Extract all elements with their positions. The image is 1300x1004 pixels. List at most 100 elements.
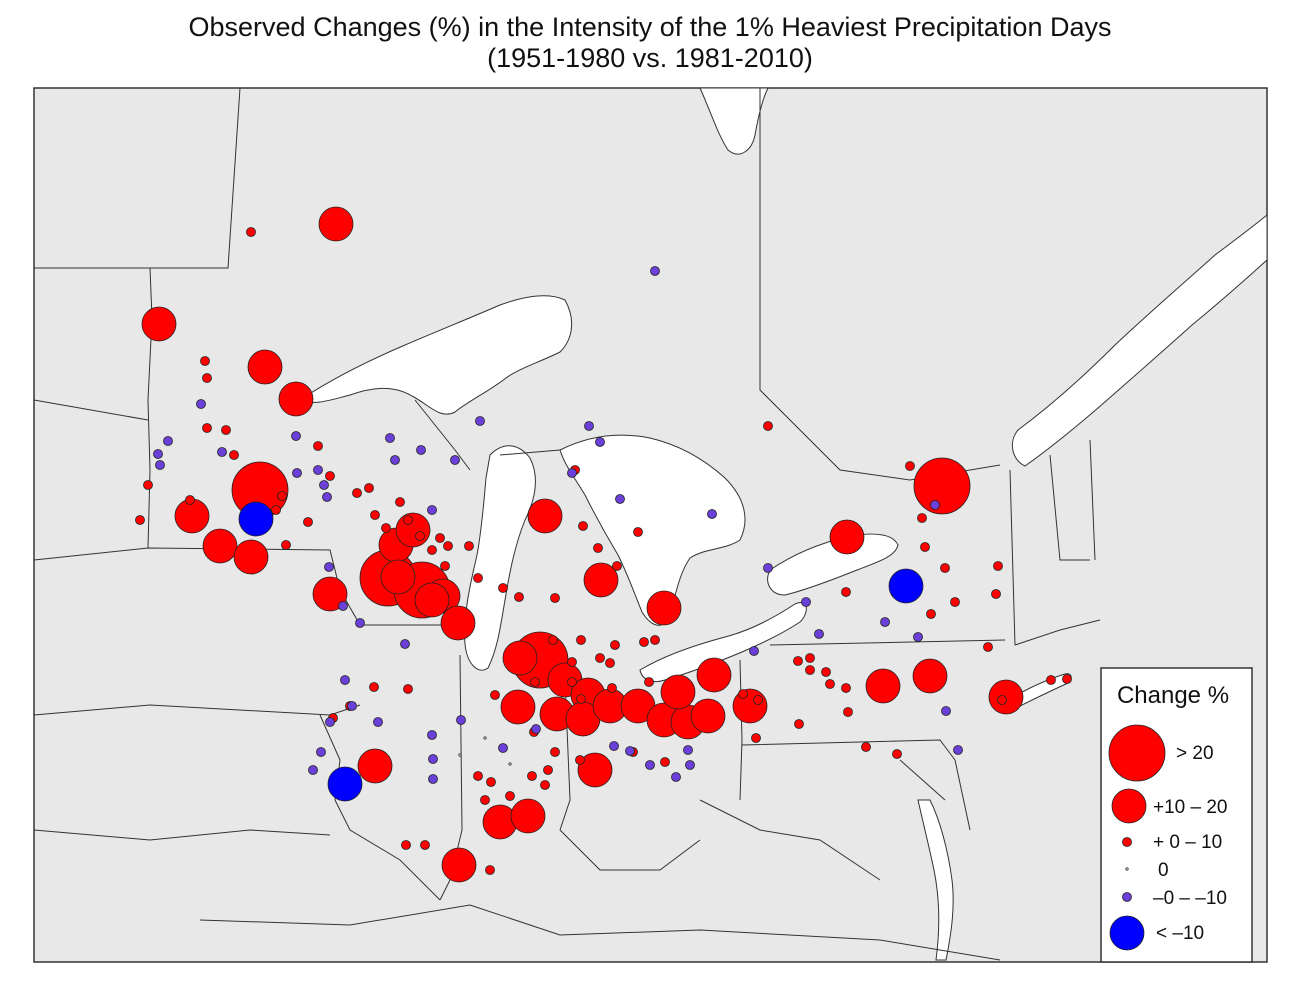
station-marker-p0_10	[135, 515, 145, 525]
station-marker-p10_20	[829, 519, 865, 555]
border-line	[199, 904, 561, 936]
station-marker-p0_10	[997, 695, 1007, 705]
legend-symbols	[1108, 724, 1166, 951]
station-marker-p0_10	[514, 592, 524, 602]
station-marker-p0_10	[610, 640, 620, 650]
station-marker-p10_20	[583, 562, 619, 598]
station-marker-m0_10	[313, 465, 323, 475]
station-marker-p0_10	[920, 542, 930, 552]
legend-symbol-zero	[1125, 867, 1129, 871]
station-marker-m0_10	[428, 774, 438, 784]
station-marker-p10_20	[441, 847, 477, 883]
border-line	[319, 714, 441, 901]
station-marker-m0_10	[416, 445, 426, 455]
legend-title: Change %	[1117, 682, 1229, 709]
station-marker-zero	[508, 762, 512, 766]
station-marker-m0_10	[322, 492, 332, 502]
station-marker-p0_10	[650, 635, 660, 645]
border-line	[741, 739, 956, 761]
station-marker-p0_10	[660, 757, 670, 767]
station-marker-p0_10	[202, 373, 212, 383]
station-marker-p0_10	[505, 791, 515, 801]
legend-label: > 20	[1176, 743, 1214, 764]
station-marker-p0_10	[926, 609, 936, 619]
station-marker-p10_20	[380, 559, 416, 595]
station-marker-p0_10	[443, 541, 453, 551]
station-marker-p10_20	[202, 528, 238, 564]
station-marker-p0_10	[605, 658, 615, 668]
station-marker-m0_10	[450, 455, 460, 465]
station-marker-p0_10	[805, 665, 815, 675]
station-marker-p0_10	[550, 593, 560, 603]
station-marker-p0_10	[498, 583, 508, 593]
station-marker-m0_10	[196, 399, 206, 409]
station-marker-p10_20	[696, 657, 732, 693]
border-line	[699, 799, 881, 881]
station-marker-m0_10	[427, 505, 437, 515]
station-marker-p10_20	[690, 698, 726, 734]
station-marker-p10_20	[247, 349, 283, 385]
station-marker-zero	[458, 753, 462, 757]
lake-huron	[559, 434, 746, 626]
border-line	[559, 829, 701, 871]
station-marker-p0_10	[991, 589, 1001, 599]
lake-erie	[639, 602, 807, 683]
border-line	[954, 759, 971, 831]
station-marker-p0_10	[200, 356, 210, 366]
station-marker-p10_20	[318, 206, 354, 242]
legend-symbol-lt10	[1109, 915, 1145, 951]
station-marker-p10_20	[577, 752, 613, 788]
station-marker-p0_10	[369, 682, 379, 692]
station-marker-p0_10	[821, 667, 831, 677]
station-marker-p0_10	[738, 689, 748, 699]
border-line	[414, 399, 471, 471]
border-line	[499, 449, 561, 456]
legend-symbol-m0_10	[1122, 892, 1132, 902]
legend: Change % > 20 +10 – 20 + 0 – 10 0 –0 – –…	[1100, 667, 1253, 963]
station-marker-m0_10	[685, 760, 695, 770]
map-title: Observed Changes (%) in the Intensity of…	[0, 12, 1300, 74]
station-marker-m0_10	[763, 563, 773, 573]
station-marker-p0_10	[983, 642, 993, 652]
station-marker-p0_10	[381, 523, 391, 533]
legend-label: < –10	[1156, 923, 1204, 944]
station-marker-p0_10	[427, 545, 437, 555]
lake-superior	[298, 295, 573, 415]
station-marker-p0_10	[612, 561, 622, 571]
station-marker-m0_10	[155, 460, 165, 470]
station-marker-p10_20	[500, 689, 536, 725]
station-marker-p0_10	[352, 488, 362, 498]
station-marker-p10_20	[865, 668, 901, 704]
station-marker-m0_10	[913, 632, 923, 642]
station-marker-p0_10	[325, 471, 335, 481]
legend-label: +10 – 20	[1153, 797, 1228, 818]
station-marker-p0_10	[575, 755, 585, 765]
legend-label: –0 – –10	[1153, 888, 1227, 909]
station-marker-m0_10	[650, 266, 660, 276]
station-marker-m0_10	[400, 639, 410, 649]
border-line	[739, 659, 743, 801]
border-line	[147, 267, 153, 549]
station-marker-p0_10	[950, 597, 960, 607]
station-marker-p0_10	[843, 707, 853, 717]
station-marker-p0_10	[281, 540, 291, 550]
station-marker-m0_10	[941, 706, 951, 716]
station-marker-gt20	[913, 457, 971, 515]
station-marker-p0_10	[395, 497, 405, 507]
border-line	[33, 829, 331, 841]
station-marker-m0_10	[316, 747, 326, 757]
map-title-line-2: (1951-1980 vs. 1981-2010)	[487, 43, 813, 73]
station-marker-p0_10	[751, 733, 761, 743]
station-marker-p0_10	[593, 543, 603, 553]
station-marker-p0_10	[185, 495, 195, 505]
station-markers	[135, 206, 1072, 883]
station-marker-p0_10	[277, 491, 287, 501]
station-marker-p0_10	[576, 694, 586, 704]
border-line	[899, 759, 946, 801]
station-marker-p0_10	[420, 840, 430, 850]
station-marker-p0_10	[473, 573, 483, 583]
station-marker-p10_20	[233, 539, 269, 575]
map-title-line-1: Observed Changes (%) in the Intensity of…	[188, 12, 1112, 42]
station-marker-m0_10	[340, 675, 350, 685]
